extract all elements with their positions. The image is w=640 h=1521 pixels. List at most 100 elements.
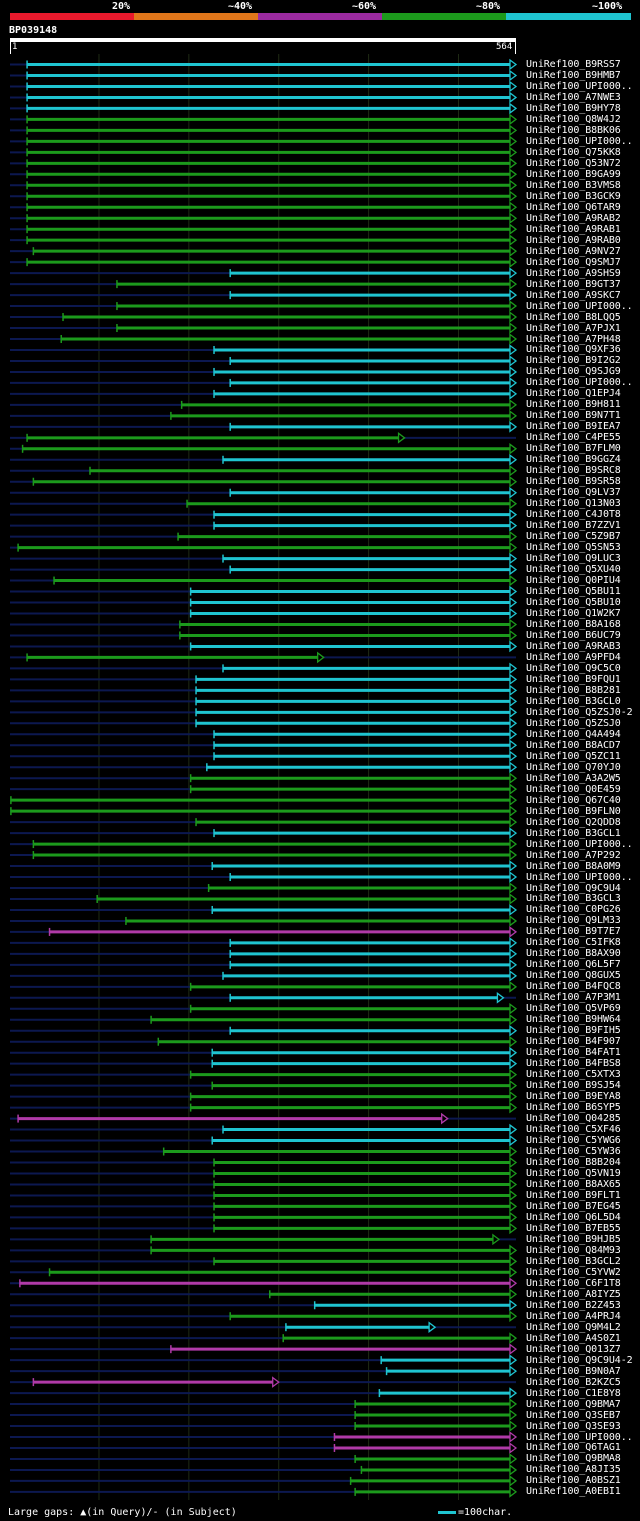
hit-label[interactable]: UniRef100_UPI000.. [526, 80, 633, 92]
hit-label[interactable]: UniRef100_Q1W2K7 [526, 608, 621, 619]
hit-label[interactable]: UniRef100_A7P292 [526, 849, 621, 861]
hit-label[interactable]: UniRef100_Q0PIU4 [526, 575, 621, 587]
hit-label[interactable]: UniRef100_B3VMS8 [526, 179, 621, 191]
hit-label[interactable]: UniRef100_B6SYP5 [526, 1102, 621, 1114]
hit-label[interactable]: UniRef100_A0EBI1 [526, 1486, 621, 1498]
hit-label[interactable]: UniRef100_A9PFD4 [526, 651, 621, 663]
hit-label[interactable]: UniRef100_Q6TAR9 [526, 201, 621, 213]
hit-label[interactable]: UniRef100_Q75KK8 [526, 146, 621, 158]
hit-label[interactable]: UniRef100_Q9LM33 [526, 915, 621, 927]
hit-label[interactable]: UniRef100_B4FQC8 [526, 981, 621, 993]
hit-label[interactable]: UniRef100_B9IEA7 [526, 421, 621, 433]
hit-label[interactable]: UniRef100_A4PRJ4 [526, 1310, 621, 1322]
hit-label[interactable]: UniRef100_Q013Z7 [526, 1343, 621, 1355]
hit-label[interactable]: UniRef100_Q5BU10 [526, 597, 621, 609]
hit-label[interactable]: UniRef100_B9GA99 [526, 168, 621, 180]
hit-label[interactable]: UniRef100_B9GGZ4 [526, 454, 621, 466]
hit-label[interactable]: UniRef100_B8A0M9 [526, 860, 621, 872]
hit-label[interactable]: UniRef100_B9FQU1 [526, 673, 621, 685]
hit-label[interactable]: UniRef100_Q6L5D4 [526, 1211, 621, 1223]
hit-label[interactable]: UniRef100_B3GCK9 [526, 190, 621, 202]
hit-label[interactable]: UniRef100_Q9XF36 [526, 344, 621, 356]
hit-label[interactable]: UniRef100_Q9M4L2 [526, 1321, 621, 1333]
hit-label[interactable]: UniRef100_Q5ZC11 [526, 750, 621, 762]
hit-label[interactable]: UniRef100_UPI000.. [526, 135, 633, 147]
hit-label[interactable]: UniRef100_Q1EPJ4 [526, 388, 621, 400]
hit-label[interactable]: UniRef100_B8B281 [526, 684, 621, 696]
hit-label[interactable]: UniRef100_Q9SMJ7 [526, 256, 621, 268]
hit-label[interactable]: UniRef100_UPI000.. [526, 871, 633, 883]
hit-label[interactable]: UniRef100_B7EG45 [526, 1200, 621, 1212]
hit-label[interactable]: UniRef100_A0BSZ1 [526, 1475, 621, 1487]
hit-label[interactable]: UniRef100_UPI000.. [526, 300, 633, 312]
hit-label[interactable]: UniRef100_UPI000.. [526, 838, 633, 850]
hit-label[interactable]: UniRef100_A9SHS9 [526, 267, 621, 279]
hit-label[interactable]: UniRef100_C5XF46 [526, 1124, 621, 1136]
hit-label[interactable]: UniRef100_Q13N03 [526, 498, 621, 510]
hit-label[interactable]: UniRef100_B9SRC8 [526, 465, 621, 477]
hit-label[interactable]: UniRef100_A9NV27 [526, 245, 621, 257]
hit-label[interactable]: UniRef100_Q9LV37 [526, 487, 621, 499]
hit-label[interactable]: UniRef100_Q3SE93 [526, 1420, 621, 1432]
hit-label[interactable]: UniRef100_B8AX90 [526, 948, 621, 960]
hit-label[interactable]: UniRef100_B6UC79 [526, 629, 621, 641]
hit-label[interactable]: UniRef100_Q2QDD8 [526, 816, 621, 828]
hit-label[interactable]: UniRef100_Q53N72 [526, 157, 621, 169]
hit-label[interactable]: UniRef100_C0PG26 [526, 904, 621, 916]
hit-label[interactable]: UniRef100_B3GCL1 [526, 827, 621, 839]
hit-label[interactable]: UniRef100_C4J0T8 [526, 509, 621, 521]
hit-label[interactable]: UniRef100_Q6L5F7 [526, 959, 621, 971]
hit-label[interactable]: UniRef100_B9FIH5 [526, 1025, 621, 1037]
hit-label[interactable]: UniRef100_B4FBS8 [526, 1058, 621, 1070]
hit-label[interactable]: UniRef100_Q5VP69 [526, 1003, 621, 1015]
hit-label[interactable]: UniRef100_Q3SEB7 [526, 1409, 621, 1421]
hit-label[interactable]: UniRef100_A7NWE3 [526, 91, 621, 103]
hit-label[interactable]: UniRef100_A3A2W5 [526, 772, 621, 784]
hit-label[interactable]: UniRef100_B3GCL2 [526, 1255, 621, 1267]
hit-label[interactable]: UniRef100_B7FLM0 [526, 443, 621, 455]
hit-label[interactable]: UniRef100_A8JI35 [526, 1464, 621, 1476]
hit-label[interactable]: UniRef100_A8IYZ5 [526, 1288, 621, 1300]
hit-label[interactable]: UniRef100_B9H811 [526, 399, 621, 411]
hit-label[interactable]: UniRef100_A9RAB2 [526, 212, 621, 224]
hit-label[interactable]: UniRef100_Q5BU11 [526, 586, 621, 598]
hit-label[interactable]: UniRef100_C5YVW2 [526, 1266, 621, 1278]
hit-label[interactable]: UniRef100_A9RAB0 [526, 234, 621, 246]
hit-label[interactable]: UniRef100_B8A168 [526, 618, 621, 630]
hit-label[interactable]: UniRef100_B8AX65 [526, 1178, 621, 1190]
hit-label[interactable]: UniRef100_B9RSS7 [526, 59, 621, 70]
hit-label[interactable]: UniRef100_B9HY78 [526, 102, 621, 114]
hit-label[interactable]: UniRef100_B2Z453 [526, 1299, 621, 1311]
hit-label[interactable]: UniRef100_Q9C9U4 [526, 882, 621, 894]
hit-label[interactable]: UniRef100_Q04285 [526, 1113, 621, 1125]
hit-label[interactable]: UniRef100_B9FLN0 [526, 805, 621, 817]
hit-label[interactable]: UniRef100_Q9C9U4-2 [526, 1354, 633, 1366]
hit-label[interactable]: UniRef100_Q9BMA7 [526, 1398, 621, 1410]
hit-label[interactable]: UniRef100_Q6TAG1 [526, 1442, 621, 1454]
hit-label[interactable]: UniRef100_A7P3M1 [526, 992, 621, 1004]
hit-label[interactable]: UniRef100_Q5ZSJ0 [526, 717, 621, 729]
hit-label[interactable]: UniRef100_C4PE55 [526, 432, 621, 444]
hit-label[interactable]: UniRef100_Q5ZSJ0-2 [526, 706, 633, 718]
hit-label[interactable]: UniRef100_C1E8Y8 [526, 1387, 621, 1399]
hit-label[interactable]: UniRef100_B8LQQ5 [526, 311, 621, 323]
hit-label[interactable]: UniRef100_Q84M93 [526, 1244, 621, 1256]
hit-label[interactable]: UniRef100_B7ZZV1 [526, 520, 621, 532]
hit-label[interactable]: UniRef100_Q0E459 [526, 783, 621, 795]
hit-label[interactable]: UniRef100_B2KZC5 [526, 1376, 621, 1388]
hit-label[interactable]: UniRef100_Q8W4J2 [526, 113, 621, 125]
hit-label[interactable]: UniRef100_B8ACD7 [526, 739, 621, 751]
hit-label[interactable]: UniRef100_A7PJX1 [526, 322, 621, 334]
hit-label[interactable]: UniRef100_C5YW36 [526, 1146, 621, 1158]
hit-label[interactable]: UniRef100_B9HMB7 [526, 69, 621, 81]
hit-label[interactable]: UniRef100_B9GT37 [526, 278, 621, 290]
hit-label[interactable]: UniRef100_B9SR58 [526, 476, 621, 488]
hit-label[interactable]: UniRef100_C5Z9B7 [526, 531, 621, 543]
hit-label[interactable]: UniRef100_Q9SJG9 [526, 366, 621, 378]
hit-label[interactable]: UniRef100_A4S0Z1 [526, 1332, 621, 1344]
hit-label[interactable]: UniRef100_UPI000.. [526, 1431, 633, 1443]
hit-label[interactable]: UniRef100_B9T7E7 [526, 926, 621, 938]
hit-label[interactable]: UniRef100_Q70YJ0 [526, 761, 621, 773]
hit-label[interactable]: UniRef100_B9N7T1 [526, 410, 621, 422]
hit-label[interactable]: UniRef100_Q5XU40 [526, 564, 621, 576]
